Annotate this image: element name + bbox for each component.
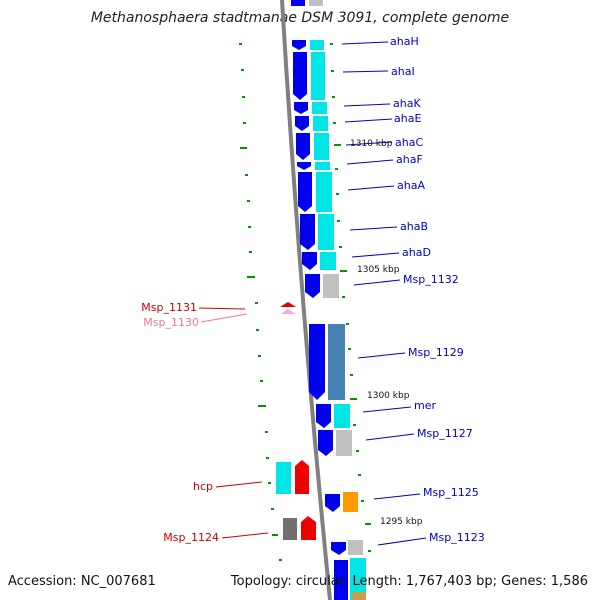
scale-label-1295: 1295 kbp bbox=[380, 517, 423, 527]
gene-ahaK-block bbox=[294, 102, 308, 114]
gene-ahaH-block bbox=[292, 40, 306, 50]
gene-label-ahaF[interactable]: ahaF bbox=[396, 153, 423, 166]
gene-Msp_1124-grey bbox=[283, 518, 297, 540]
gene-label-Msp_1127[interactable]: Msp_1127 bbox=[417, 427, 473, 440]
gene-ahaE-block bbox=[295, 116, 309, 131]
gene-label-Msp_1131[interactable]: Msp_1131 bbox=[141, 301, 197, 314]
gene-label-Msp_1124[interactable]: Msp_1124 bbox=[163, 531, 219, 544]
gene-label-ahaA[interactable]: ahaA bbox=[397, 179, 425, 192]
gene-Msp_1132-block bbox=[305, 274, 320, 298]
gene-features bbox=[276, 0, 366, 600]
gene-label-ahaC[interactable]: ahaC bbox=[395, 136, 423, 149]
gene-Msp_1124-block bbox=[301, 516, 316, 540]
gene-label-Msp_1125[interactable]: Msp_1125 bbox=[423, 486, 479, 499]
scale-label-1300: 1300 kbp bbox=[367, 391, 410, 401]
gene-ahaC-block bbox=[296, 133, 310, 160]
map-title: Methanosphaera stadtmanae DSM 3091, comp… bbox=[90, 10, 510, 26]
leader-lines bbox=[198, 41, 427, 546]
scale-label-1305: 1305 kbp bbox=[357, 265, 400, 275]
gene-mer-block bbox=[316, 404, 331, 428]
accession-label: Accession: NC_007681 bbox=[8, 574, 156, 589]
gene-label-Msp_1123[interactable]: Msp_1123 bbox=[429, 531, 485, 544]
gene-label-hcp[interactable]: hcp bbox=[193, 480, 213, 493]
gene-Msp_1129-block bbox=[309, 324, 325, 400]
gene-label-ahaI[interactable]: ahaI bbox=[391, 65, 415, 78]
gene-label-Msp_1130[interactable]: Msp_1130 bbox=[143, 316, 199, 329]
tick-marks-left bbox=[239, 43, 282, 561]
tick-marks-right bbox=[330, 43, 371, 552]
gene-Msp_1123-block bbox=[331, 542, 346, 555]
gene-label-ahaB[interactable]: ahaB bbox=[400, 220, 428, 233]
gene-ahaA-block bbox=[298, 172, 312, 212]
gene-ahaI-block bbox=[293, 52, 307, 100]
genome-backbone bbox=[280, 0, 332, 600]
gene-hcp-cyan bbox=[276, 462, 291, 494]
gene-labels: ahaH ahaI ahaK ahaE ahaC ahaF ahaA ahaB … bbox=[141, 35, 484, 544]
scale-labels: 1310 kbp 1305 kbp 1300 kbp 1295 kbp bbox=[350, 139, 423, 527]
gene-label-ahaH[interactable]: ahaH bbox=[390, 35, 419, 48]
gene-Msp_1130-block bbox=[281, 309, 296, 314]
gene-Msp_1125-block bbox=[325, 494, 340, 512]
gene-label-mer[interactable]: mer bbox=[414, 399, 436, 412]
gene-ahaB-block bbox=[300, 214, 315, 250]
gene-label-ahaK[interactable]: ahaK bbox=[393, 97, 421, 110]
gene-ahaF-block bbox=[297, 162, 311, 170]
gene-label-ahaD[interactable]: ahaD bbox=[402, 246, 431, 259]
gene-Msp_1127-block bbox=[318, 430, 333, 456]
gene-Msp_1131-block bbox=[280, 302, 296, 307]
scale-label-1310: 1310 kbp bbox=[350, 139, 393, 149]
gene-label-Msp_1132[interactable]: Msp_1132 bbox=[403, 273, 459, 286]
gene-ahaD-block bbox=[302, 252, 317, 270]
gene-label-Msp_1129[interactable]: Msp_1129 bbox=[408, 346, 464, 359]
gene-label-ahaE[interactable]: ahaE bbox=[394, 112, 421, 125]
gene-hcp-block bbox=[295, 460, 309, 494]
topology-label: Topology: circular; Length: 1,767,403 bp… bbox=[230, 574, 588, 589]
